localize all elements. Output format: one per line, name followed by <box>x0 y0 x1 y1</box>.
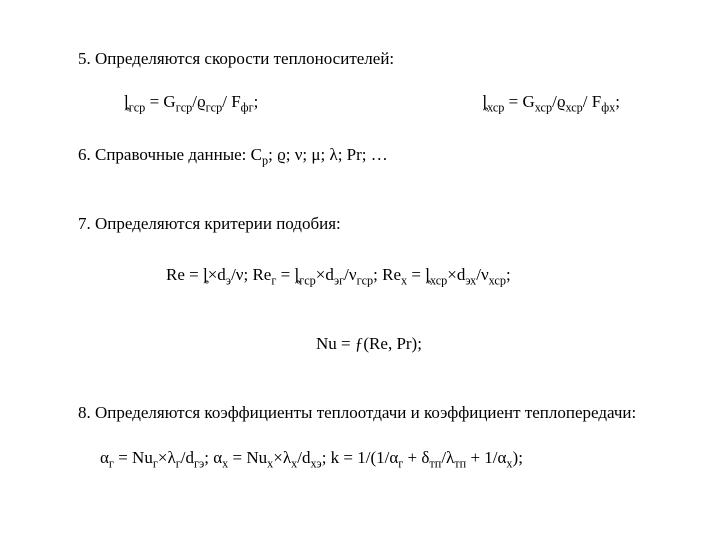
item7-nu: Nu = ƒ(Re, Pr); <box>78 333 660 356</box>
item8-alpha: αг = Nuг×λг/dгэ; αх = Nuх×λх/dхэ; k = 1/… <box>78 447 660 470</box>
item5-heading: 5. Определяются скорости теплоносителей: <box>78 48 660 71</box>
item5-eq-left: ȴгср = Gгср/ϱгср/ Fфг; <box>78 91 258 114</box>
item6-line: 6. Справочные данные: Ср; ϱ; ν; μ; λ; Pr… <box>78 144 660 167</box>
item7-re: Re = ȴ×dэ/ν; Reг = ȴгср×dэг/νгср; Reх = … <box>78 264 660 287</box>
item7-heading: 7. Определяются критерии подобия: <box>78 213 660 236</box>
document-page: 5. Определяются скорости теплоносителей:… <box>0 0 720 540</box>
item5-equations: ȴгср = Gгср/ϱгср/ Fфг; ȴхср = Gхср/ϱхср/… <box>78 91 660 114</box>
item5-eq-right: ȴхср = Gхср/ϱхср/ Fфх; <box>482 91 620 114</box>
item8-heading: 8. Определяются коэффициенты теплоотдачи… <box>78 402 660 425</box>
